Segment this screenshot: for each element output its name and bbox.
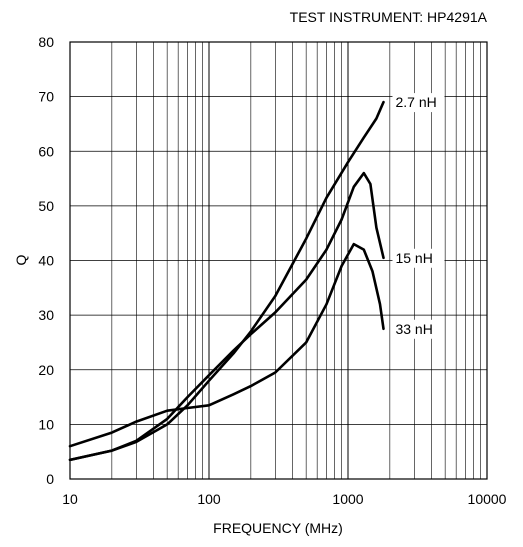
x-tick-label: 1000 xyxy=(332,491,363,507)
x-tick-label: 10 xyxy=(62,491,78,507)
chart-title: TEST INSTRUMENT: HP4291A xyxy=(290,9,488,25)
y-tick-label: 50 xyxy=(38,198,54,214)
series-label: 2.7 nH xyxy=(395,94,436,110)
y-tick-label: 60 xyxy=(38,143,54,159)
series-line xyxy=(68,100,385,462)
y-tick-labels: 0 10 20 30 40 50 60 70 80 xyxy=(38,34,54,487)
series-line xyxy=(68,171,385,462)
x-tick-label: 100 xyxy=(197,491,221,507)
series-label-background xyxy=(392,319,445,339)
x-axis-title: FREQUENCY (MHz) xyxy=(213,520,343,536)
y-tick-label: 70 xyxy=(38,89,54,105)
x-tick-label: 10000 xyxy=(468,491,507,507)
y-tick-label: 40 xyxy=(38,253,54,269)
series-label: 33 nH xyxy=(395,321,432,337)
series-label-background xyxy=(392,248,445,268)
y-tick-label: 30 xyxy=(38,307,54,323)
series-labels: 2.7 nH 15 nH 33 nH xyxy=(392,93,445,339)
series-label: 15 nH xyxy=(395,250,432,266)
x-tick-labels: 10 100 1000 10000 xyxy=(62,491,506,507)
y-tick-label: 0 xyxy=(46,471,54,487)
y-tick-label: 80 xyxy=(38,34,54,50)
y-tick-label: 20 xyxy=(38,362,54,378)
y-axis-title: Q xyxy=(13,254,29,265)
series-lines xyxy=(68,100,385,462)
series-label-background xyxy=(392,93,445,113)
y-tick-label: 10 xyxy=(38,416,54,432)
series-line xyxy=(68,242,385,448)
plot-frame xyxy=(69,41,488,480)
